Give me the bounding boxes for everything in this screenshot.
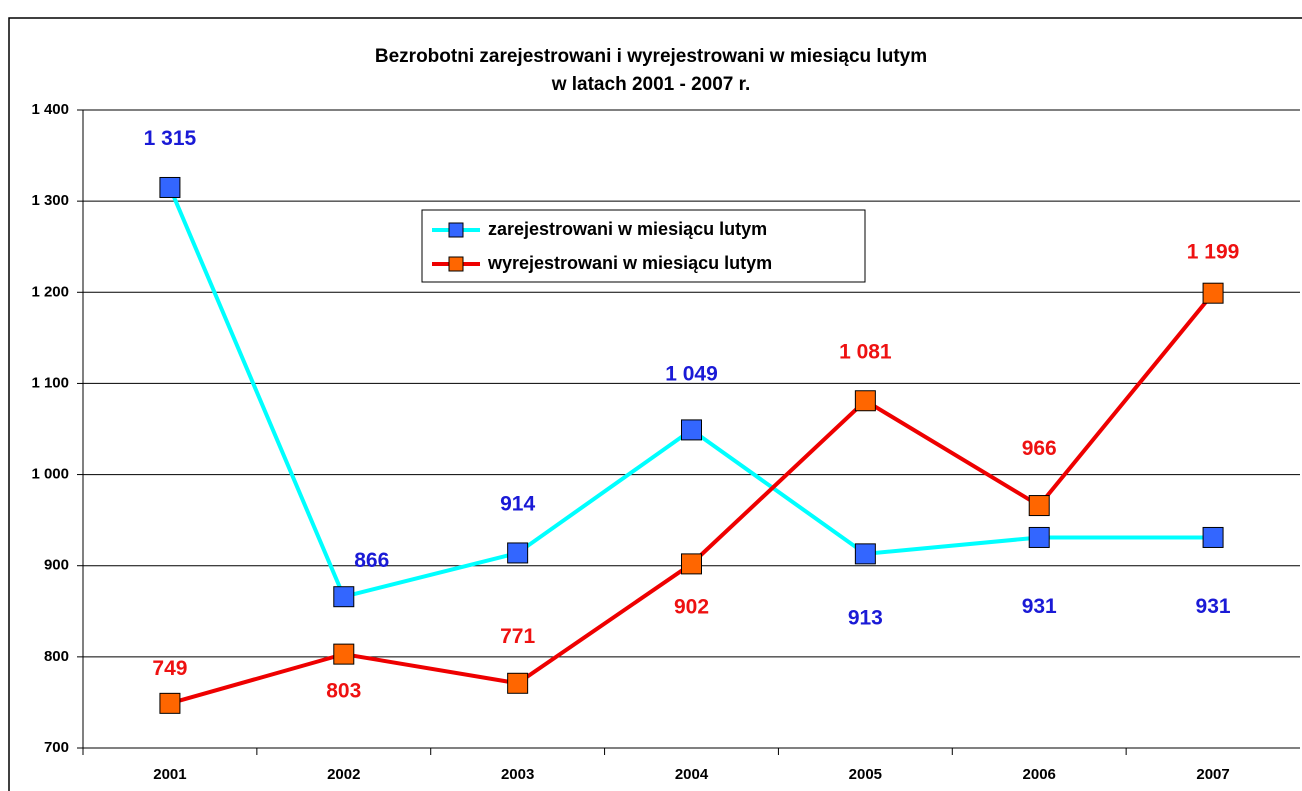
data-label: 913 [848, 606, 883, 629]
marker [854, 543, 876, 565]
y-tick-label: 1 000 [31, 466, 69, 483]
y-tick-label: 1 100 [31, 374, 69, 391]
data-label: 803 [326, 680, 361, 703]
marker [1028, 526, 1050, 548]
x-tick-label: 2007 [1196, 766, 1229, 783]
y-tick-label: 800 [44, 648, 69, 665]
marker [507, 542, 529, 564]
marker [681, 553, 702, 575]
x-tick-label: 2001 [153, 766, 186, 783]
data-label: 1 199 [1187, 241, 1240, 264]
y-tick-label: 1 400 [31, 101, 69, 118]
marker [1028, 495, 1050, 517]
legend-label: wyrejestrowani w miesiącu lutym [487, 253, 772, 273]
y-tick-label: 700 [44, 739, 69, 756]
y-tick-label: 1 200 [31, 283, 69, 300]
legend-marker [448, 256, 464, 272]
data-label: 1 049 [665, 362, 718, 385]
x-tick-label: 2002 [327, 766, 360, 783]
legend-marker [448, 222, 464, 238]
marker [333, 643, 355, 665]
chart-title: Bezrobotni zarejestrowani i wyrejestrowa… [375, 46, 927, 67]
data-label: 931 [1022, 595, 1057, 618]
y-tick-label: 900 [44, 557, 69, 574]
marker [854, 390, 876, 412]
data-label: 902 [674, 595, 709, 618]
marker [333, 586, 355, 608]
legend-label: zarejestrowani w miesiącu lutym [488, 219, 767, 239]
data-label: 866 [354, 549, 389, 572]
marker [159, 176, 181, 198]
marker [1202, 282, 1224, 304]
data-label: 1 081 [839, 340, 892, 363]
data-label: 749 [152, 657, 187, 680]
data-label: 931 [1196, 595, 1231, 618]
data-label: 914 [500, 493, 535, 516]
data-label: 1 315 [144, 127, 197, 150]
x-tick-label: 2004 [675, 766, 709, 783]
x-tick-label: 2005 [849, 766, 882, 783]
chart-frame [8, 17, 1302, 791]
data-label: 966 [1022, 437, 1057, 460]
legend-box [421, 209, 866, 283]
marker [159, 692, 181, 714]
marker [507, 672, 529, 694]
chart-subtitle: w latach 2001 - 2007 r. [551, 74, 751, 95]
y-tick-label: 1 300 [31, 192, 69, 209]
x-tick-label: 2006 [1023, 766, 1056, 783]
marker [681, 419, 702, 441]
x-tick-label: 2003 [501, 766, 534, 783]
marker [1202, 526, 1224, 548]
data-label: 771 [500, 625, 535, 648]
